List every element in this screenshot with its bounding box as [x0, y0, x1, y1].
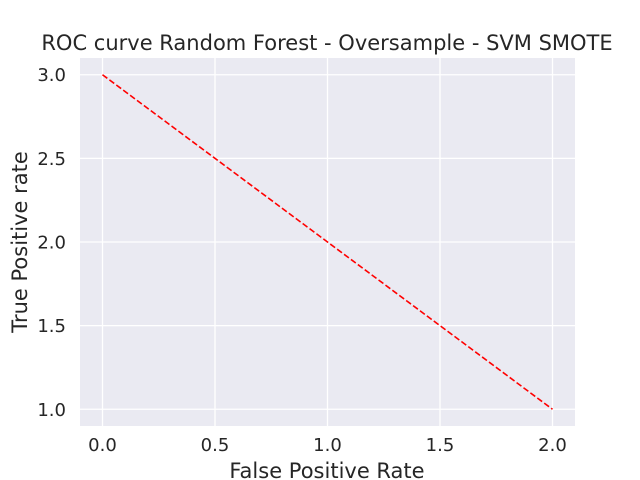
x-tick-label: 1.0: [313, 435, 342, 456]
y-tick-label: 1.5: [37, 316, 66, 337]
y-tick-label: 2.0: [37, 233, 66, 254]
x-axis-label: False Positive Rate: [229, 459, 424, 480]
y-tick-label: 1.0: [37, 400, 66, 421]
series-layer: [102, 74, 553, 410]
chart-title: ROC curve Random Forest - Oversample - S…: [41, 31, 612, 55]
x-tick-label: 2.0: [538, 435, 567, 456]
y-tick-labels: 1.0 1.5 2.0 2.5 3.0: [37, 65, 66, 421]
roc-series-line: [102, 74, 553, 410]
y-axis-label: True Positive rate: [8, 151, 32, 334]
y-tick-label: 2.5: [37, 149, 66, 170]
y-tick-label: 3.0: [37, 65, 66, 86]
x-tick-label: 0.0: [88, 435, 117, 456]
y-gridlines: [80, 74, 575, 410]
x-tick-label: 0.5: [201, 435, 230, 456]
x-tick-label: 1.5: [426, 435, 455, 456]
x-tick-labels: 0.0 0.5 1.0 1.5 2.0: [88, 435, 567, 456]
